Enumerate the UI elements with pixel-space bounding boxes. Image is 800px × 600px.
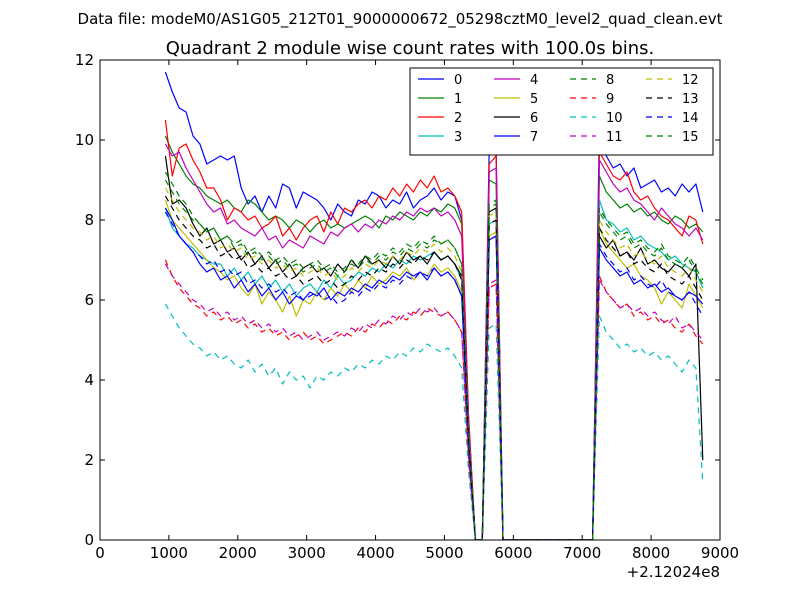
tick-layer: 0 1000 2000 3000 4000 5000 6000 7000 8000 9000 0 2 4… [75, 51, 739, 562]
legend-label-4: 4 [530, 73, 538, 88]
legend-label-6: 6 [530, 111, 538, 126]
series-line-10 [164, 303, 704, 540]
x-tick-label: 8000 [632, 544, 670, 562]
legend-label-3: 3 [454, 130, 462, 145]
series-line-13 [164, 195, 704, 540]
series-layer [164, 71, 704, 540]
series-line-0 [164, 71, 704, 540]
chart-title: Quadrant 2 module wise count rates with … [166, 38, 655, 59]
legend-label-2: 2 [454, 111, 462, 126]
y-tick-label: 0 [84, 531, 94, 549]
x-tick-label: 6000 [494, 544, 532, 562]
x-tick-label: 9000 [701, 544, 739, 562]
x-tick-label: 4000 [356, 544, 394, 562]
series-line-2 [164, 119, 704, 540]
y-tick-label: 10 [75, 131, 94, 149]
legend-label-14: 14 [682, 111, 699, 126]
legend-frame [409, 67, 714, 156]
series-line-12 [164, 187, 704, 540]
legend-label-0: 0 [454, 73, 462, 88]
legend-label-7: 7 [530, 130, 538, 145]
legend-label-12: 12 [682, 73, 699, 88]
legend-label-13: 13 [682, 92, 699, 107]
series-line-14 [164, 211, 704, 540]
series-line-15 [164, 179, 704, 540]
figure-suptitle: Data file: modeM0/AS1G05_212T01_90000006… [78, 10, 723, 29]
y-tick-label: 4 [84, 371, 94, 389]
legend-label-10: 10 [606, 111, 623, 126]
series-line-8 [164, 171, 704, 540]
y-tick-label: 2 [84, 451, 94, 469]
y-tick-label: 6 [84, 291, 94, 309]
series-line-11 [164, 263, 704, 540]
x-tick-label: 1000 [150, 544, 188, 562]
x-tick-label: 7000 [563, 544, 601, 562]
legend-label-9: 9 [606, 92, 614, 107]
x-tick-label: 2000 [219, 544, 257, 562]
legend-label-8: 8 [606, 73, 614, 88]
x-tick-label: 5000 [425, 544, 463, 562]
x-offset-label: +2.12024e8 [627, 563, 720, 581]
legend-label-15: 15 [682, 130, 699, 145]
y-tick-label: 12 [75, 51, 94, 69]
legend-label-5: 5 [530, 92, 538, 107]
series-line-4 [164, 143, 704, 540]
y-tick-label: 8 [84, 211, 94, 229]
legend-label-11: 11 [606, 130, 623, 145]
legend-label-1: 1 [454, 92, 462, 107]
x-tick-label: 0 [95, 544, 105, 562]
x-tick-label: 3000 [288, 544, 326, 562]
